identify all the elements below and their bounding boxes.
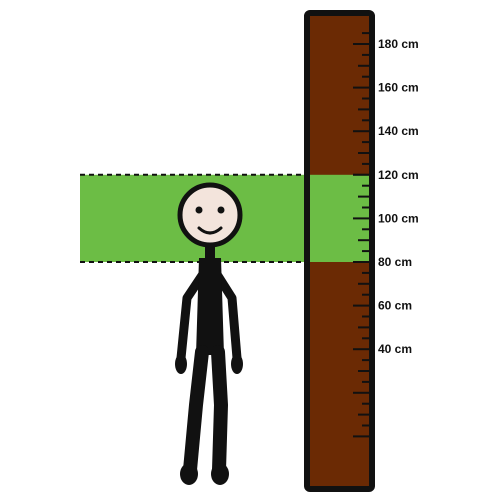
measuring-ruler xyxy=(304,10,375,492)
label-160cm: 160 cm xyxy=(378,81,419,95)
neck xyxy=(205,244,215,262)
label-140cm: 140 cm xyxy=(378,124,419,138)
ruler-labels: 180 cm 160 cm 140 cm 120 cm 100 cm 80 cm… xyxy=(378,37,419,356)
torso xyxy=(196,258,224,355)
right-hand xyxy=(231,354,243,374)
right-foot xyxy=(211,463,229,485)
stick-person-icon xyxy=(175,182,243,485)
label-60cm: 60 cm xyxy=(378,299,412,313)
head xyxy=(177,182,243,248)
right-eye xyxy=(217,206,225,214)
right-leg xyxy=(211,345,228,477)
label-100cm: 100 cm xyxy=(378,211,419,225)
label-40cm: 40 cm xyxy=(378,342,412,356)
label-120cm: 120 cm xyxy=(378,168,419,182)
label-180cm: 180 cm xyxy=(378,37,419,51)
left-hand xyxy=(175,354,187,374)
left-foot xyxy=(180,463,198,485)
ruler-highlight-ticks xyxy=(353,173,369,263)
smile xyxy=(197,226,223,235)
left-eye xyxy=(195,206,203,214)
left-leg xyxy=(183,345,209,477)
label-80cm: 80 cm xyxy=(378,255,412,269)
